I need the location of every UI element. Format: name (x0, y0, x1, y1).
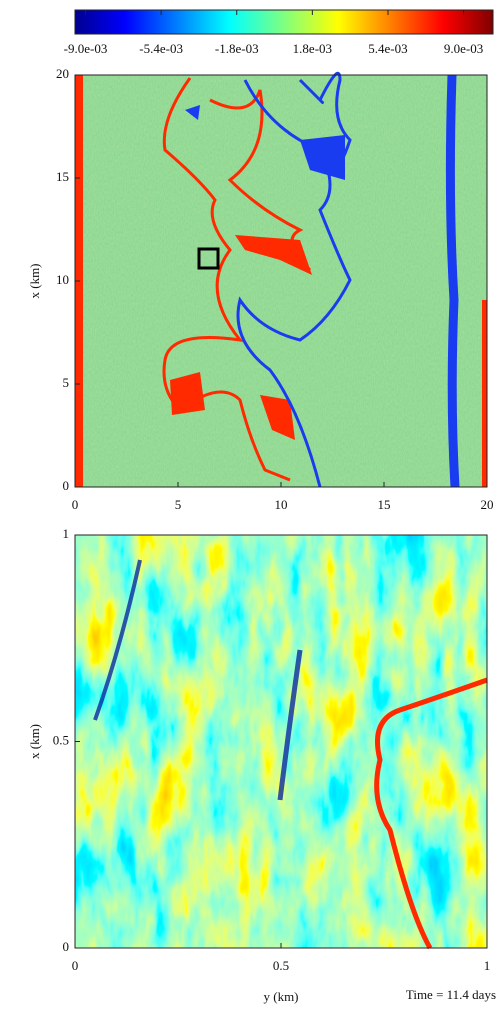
x-tick-label: 0.5 (273, 958, 289, 973)
y-axis-label: x (km) (27, 263, 42, 298)
colorbar-tick-label: 1.8e-03 (293, 41, 332, 56)
y-tick-label: 1 (63, 526, 70, 541)
x-tick-label: 20 (481, 497, 494, 512)
colorbar-tick-label: -1.8e-03 (215, 41, 259, 56)
y-tick-label: 0 (63, 478, 70, 493)
y-tick-label: 15 (56, 169, 69, 184)
annotation: Time = 11.4 days (406, 987, 496, 1002)
colorbar-tick-label: 9.0e-03 (444, 41, 483, 56)
y-tick-label: 10 (56, 272, 69, 287)
colorbar (74, 9, 494, 35)
colorbar-tick-label: 5.4e-03 (368, 41, 407, 56)
x-tick-label: 0 (72, 497, 79, 512)
colorbar-tick-label: -5.4e-03 (139, 41, 183, 56)
x-tick-label: 5 (175, 497, 182, 512)
y-tick-label: 0.5 (53, 732, 69, 747)
x-tick-label: 10 (275, 497, 288, 512)
x-tick-label: 1 (484, 958, 491, 973)
panel-2-field (74, 534, 488, 950)
x-tick-label: 15 (378, 497, 391, 512)
y-tick-label: 0 (63, 939, 70, 954)
y-tick-label: 20 (56, 66, 69, 81)
y-axis-label: x (km) (27, 724, 42, 759)
panel-1-field (74, 71, 488, 488)
x-tick-label: 0 (72, 958, 79, 973)
colorbar-tick-label: -9.0e-03 (64, 41, 108, 56)
x-axis-label: y (km) (263, 989, 298, 1004)
y-tick-label: 5 (63, 375, 70, 390)
